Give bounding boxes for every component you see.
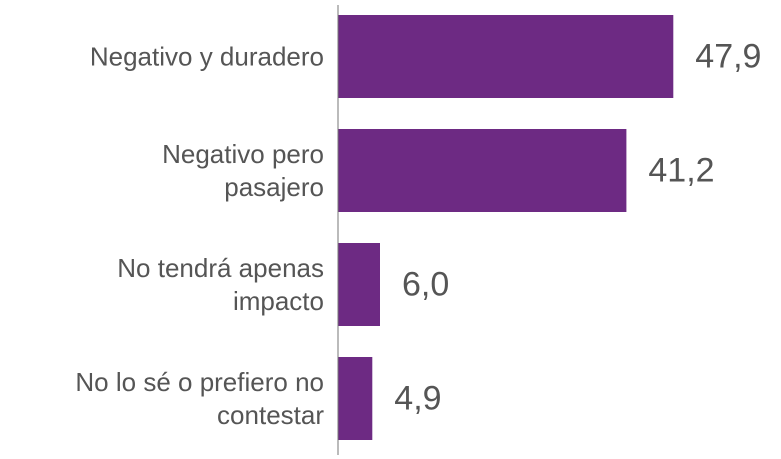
value-label: 4,9	[394, 379, 442, 417]
bar	[338, 15, 674, 98]
category-label: Negativo y duradero	[89, 41, 324, 71]
value-label: 47,9	[695, 37, 762, 75]
category-label: No tendrá apenas impacto	[117, 252, 324, 316]
bar	[338, 357, 373, 440]
category-label: Negativo pero pasajero	[162, 138, 324, 202]
bar	[338, 243, 380, 326]
bar	[338, 129, 627, 212]
value-label: 41,2	[648, 151, 715, 189]
value-label: 6,0	[402, 265, 450, 303]
category-label: No lo sé o prefiero no contestar	[75, 366, 324, 430]
